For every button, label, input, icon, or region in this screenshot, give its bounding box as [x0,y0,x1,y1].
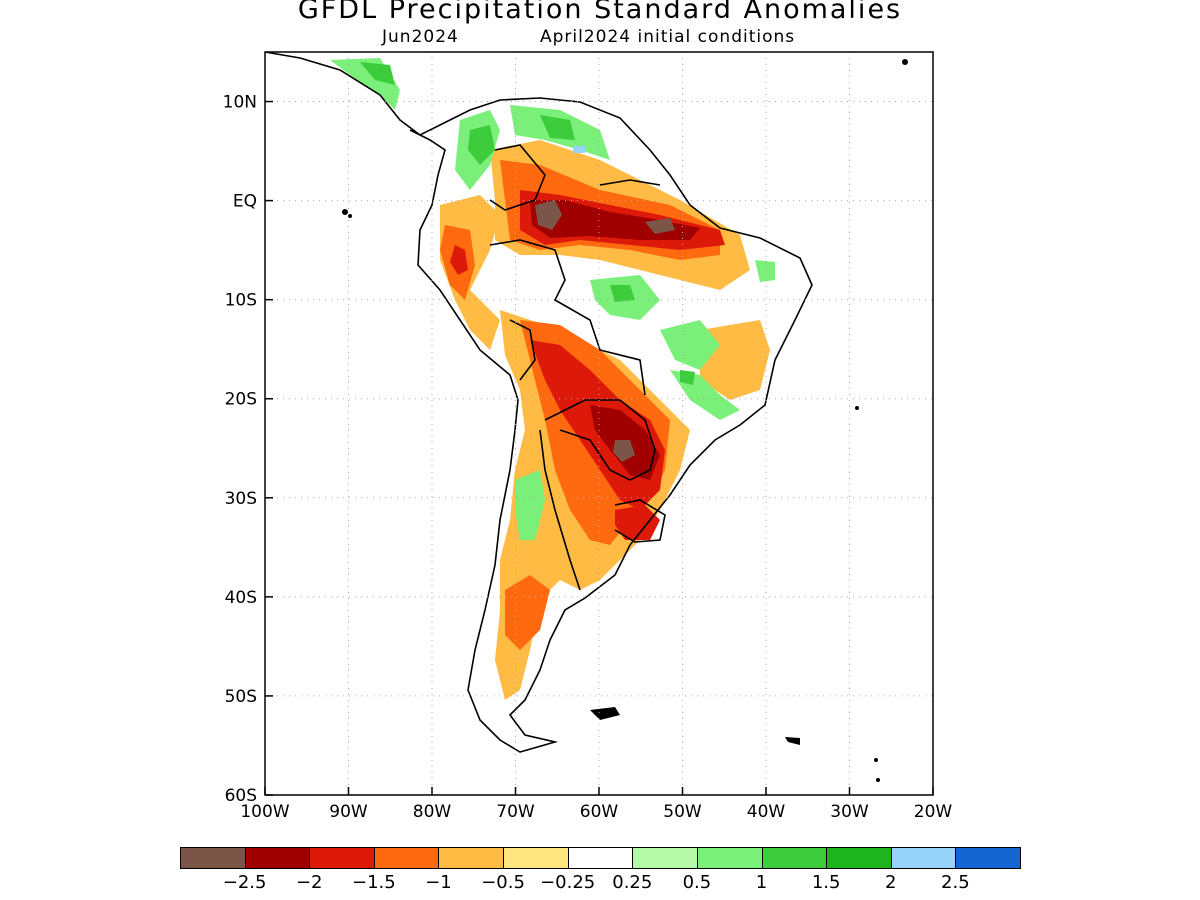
colorbar-swatch [438,847,505,869]
anomaly-very-wet [360,62,695,385]
lon-tick-label: 60W [580,802,619,822]
colorbar-swatch [761,847,828,869]
colorbar-label: −1 [425,872,452,893]
anomaly-record-dry [535,200,675,462]
colorbar-swatch [373,847,440,869]
lon-tick-label: 20W [914,802,953,822]
colorbar-label: 1 [755,872,768,893]
lat-tick-label: 40S [225,588,257,608]
colorbar-label: 2.5 [941,872,970,893]
islands [342,59,908,782]
lon-tick-label: 90W [329,802,368,822]
colorbar-swatch [955,847,1021,869]
initial-conditions-label: April2024 initial conditions [540,27,796,47]
colorbar [180,847,1021,869]
colorbar-swatch [696,847,763,869]
coastlines [265,52,813,753]
lon-tick-label: 80W [413,802,452,822]
colorbar-swatch [826,847,892,869]
colorbar-label: −2 [295,872,323,893]
colorbar-swatch [244,847,311,869]
colorbar-label: 1.5 [811,872,841,893]
lat-tick-label: 10N [223,93,257,113]
lat-tick-label: 30S [225,489,257,509]
colorbar-label: −0.25 [540,872,596,893]
lon-tick-label: 50W [663,802,702,822]
lon-tick-label: 70W [496,802,535,822]
lat-tick-label: EQ [233,192,257,212]
colorbar-swatch [632,847,698,869]
colorbar-swatch [503,847,569,869]
lon-tick-label: 30W [830,802,869,822]
anomaly-extreme-wet [573,146,585,153]
lat-tick-label: 20S [225,390,257,410]
colorbar-label: −0.5 [481,872,525,893]
colorbar-swatch [567,847,634,869]
colorbar-swatch [180,847,246,869]
lon-tick-label: 100W [240,802,289,822]
lat-tick-label: 50S [225,687,257,707]
lon-tick-label: 40W [747,802,786,822]
colorbar-swatch [890,847,957,869]
colorbar-swatch [309,847,375,869]
map-plot-area [265,52,908,782]
colorbar-label: 0.5 [682,872,712,893]
axis-ticks [264,100,934,796]
map-title: GFDL Precipitation Standard Anomalies [297,0,903,25]
target-month-label: Jun2024 [382,27,459,47]
colorbar-label: −1.5 [351,872,396,893]
lat-tick-label: 60S [225,786,257,806]
colorbar-label: 2 [885,872,897,893]
colorbar-label: −2.5 [222,872,267,893]
colorbar-label: 0.25 [612,872,653,893]
lat-tick-label: 10S [225,291,257,311]
